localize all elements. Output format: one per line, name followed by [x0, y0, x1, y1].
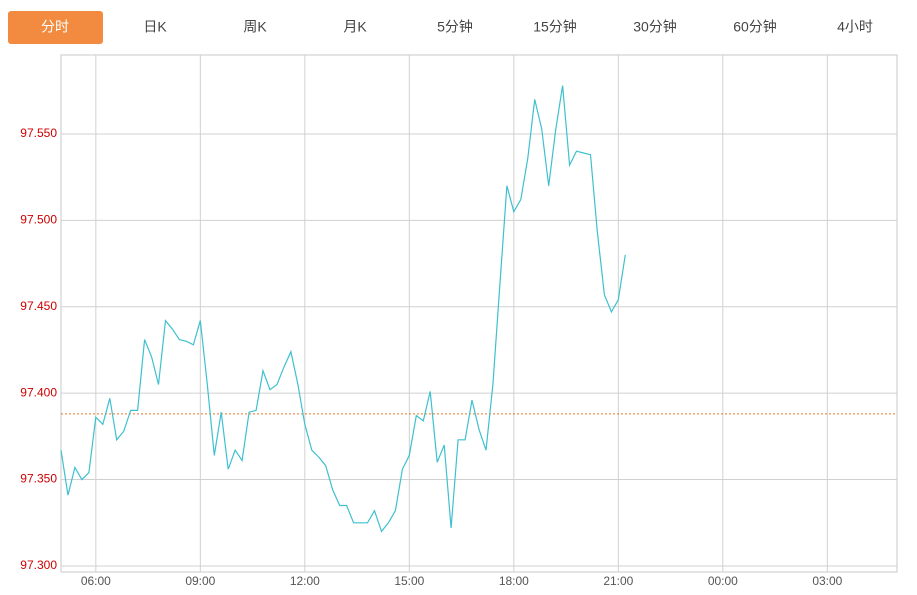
plot-border [60, 54, 898, 573]
x-tick-label: 21:00 [603, 574, 633, 588]
y-tick-label: 97.550 [20, 126, 57, 140]
y-tick-label: 97.450 [20, 299, 57, 313]
price-line [60, 85, 626, 533]
y-tick-label: 97.500 [20, 213, 57, 227]
tab[interactable]: 60分钟 [733, 19, 777, 35]
x-tick-label: 03:00 [812, 574, 842, 588]
tab[interactable]: 日K [143, 19, 167, 35]
tab[interactable]: 30分钟 [633, 19, 677, 35]
x-tick-label: 09:00 [185, 574, 215, 588]
tab[interactable]: 月K [343, 19, 367, 35]
x-tick-label: 00:00 [708, 574, 738, 588]
y-tick-label: 97.300 [20, 558, 57, 572]
tab[interactable]: 周K [243, 19, 267, 35]
x-tick-label: 06:00 [81, 574, 111, 588]
y-tick-label: 97.350 [20, 472, 57, 486]
x-tick-label: 15:00 [394, 574, 424, 588]
x-tick-label: 12:00 [290, 574, 320, 588]
tab[interactable]: 5分钟 [437, 19, 473, 35]
y-tick-label: 97.400 [20, 385, 57, 399]
tab-active-bg[interactable] [8, 11, 103, 44]
tab[interactable]: 4小时 [837, 19, 873, 35]
tab[interactable]: 15分钟 [533, 19, 577, 35]
tab[interactable]: 分时 [41, 19, 69, 35]
x-tick-label: 18:00 [499, 574, 529, 588]
